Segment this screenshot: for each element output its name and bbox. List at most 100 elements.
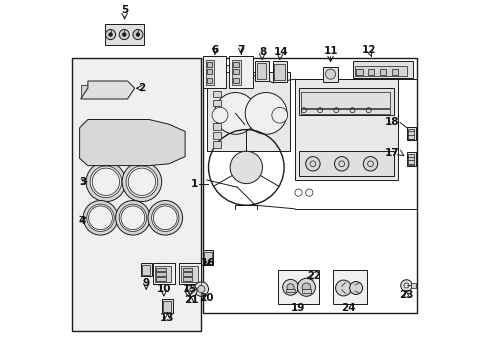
Bar (352, 61, 412, 78)
Circle shape (122, 33, 126, 36)
Circle shape (87, 204, 114, 231)
Bar (255, 61, 268, 81)
Bar (206, 72, 289, 151)
Bar (206, 78, 212, 83)
Circle shape (244, 93, 286, 134)
Circle shape (92, 123, 130, 161)
Bar (213, 132, 221, 139)
Bar (182, 272, 192, 276)
Text: 15: 15 (183, 284, 197, 294)
Polygon shape (81, 81, 134, 99)
Circle shape (334, 157, 348, 171)
Bar (142, 265, 149, 275)
Text: 4: 4 (79, 216, 86, 226)
Bar (332, 270, 366, 304)
Bar (294, 79, 397, 180)
Circle shape (400, 280, 411, 291)
Circle shape (151, 204, 179, 231)
Bar (213, 82, 221, 88)
Bar (81, 85, 88, 97)
Bar (152, 263, 175, 284)
Bar (301, 92, 389, 108)
Text: 10: 10 (156, 284, 171, 294)
Bar (298, 88, 393, 115)
Circle shape (153, 206, 177, 230)
Text: 24: 24 (341, 303, 355, 313)
Circle shape (88, 206, 112, 230)
Text: 16: 16 (201, 258, 215, 268)
Circle shape (297, 278, 315, 296)
Bar (206, 62, 212, 67)
Bar (355, 69, 362, 75)
Circle shape (197, 285, 204, 293)
Circle shape (133, 30, 142, 40)
Circle shape (128, 168, 155, 195)
Text: 22: 22 (306, 271, 320, 282)
Bar (379, 69, 386, 75)
Circle shape (214, 93, 256, 134)
Bar (229, 56, 252, 88)
Text: 14: 14 (273, 47, 287, 57)
Bar (156, 272, 165, 276)
Circle shape (148, 201, 182, 235)
Circle shape (271, 107, 287, 123)
Bar (406, 152, 415, 166)
Circle shape (230, 151, 262, 184)
Circle shape (166, 137, 182, 153)
Circle shape (335, 280, 351, 296)
Circle shape (126, 166, 158, 198)
Text: 1: 1 (191, 179, 198, 189)
Bar (213, 100, 221, 106)
Bar (410, 283, 415, 288)
Bar (354, 66, 406, 76)
Text: 20: 20 (199, 293, 214, 303)
Polygon shape (80, 120, 185, 166)
Bar (232, 78, 238, 83)
Circle shape (105, 30, 115, 40)
Bar (155, 266, 171, 282)
Circle shape (96, 127, 126, 157)
Circle shape (119, 204, 146, 231)
Text: 21: 21 (183, 294, 198, 305)
Circle shape (83, 201, 118, 235)
Bar (203, 56, 226, 88)
Bar (163, 301, 171, 312)
Bar (322, 67, 337, 82)
Circle shape (122, 162, 162, 202)
Bar (257, 63, 266, 79)
Bar (205, 60, 214, 85)
Bar (302, 289, 310, 293)
Text: 7: 7 (237, 45, 244, 55)
Bar (179, 263, 201, 284)
Text: 13: 13 (160, 312, 174, 323)
Circle shape (286, 284, 294, 291)
Bar (273, 64, 284, 80)
Bar (407, 129, 413, 139)
Circle shape (325, 69, 335, 79)
Bar (407, 154, 413, 165)
Circle shape (302, 283, 310, 292)
Bar (285, 289, 294, 292)
Text: 3: 3 (79, 177, 86, 187)
Circle shape (363, 157, 377, 171)
Bar (231, 60, 240, 85)
Bar (301, 109, 389, 114)
Bar (298, 151, 393, 176)
Circle shape (305, 157, 320, 171)
Circle shape (185, 285, 197, 297)
Text: 5: 5 (121, 5, 128, 15)
Text: 2: 2 (138, 83, 145, 93)
Bar (141, 263, 151, 276)
Bar (203, 250, 213, 265)
Circle shape (92, 168, 120, 195)
Circle shape (119, 30, 129, 40)
Bar (182, 268, 192, 271)
Circle shape (136, 33, 140, 36)
Circle shape (90, 166, 122, 198)
Text: 19: 19 (291, 303, 305, 313)
Bar (162, 299, 173, 313)
Bar (232, 69, 238, 74)
Circle shape (121, 206, 144, 230)
Circle shape (137, 127, 171, 161)
Bar (367, 69, 374, 75)
